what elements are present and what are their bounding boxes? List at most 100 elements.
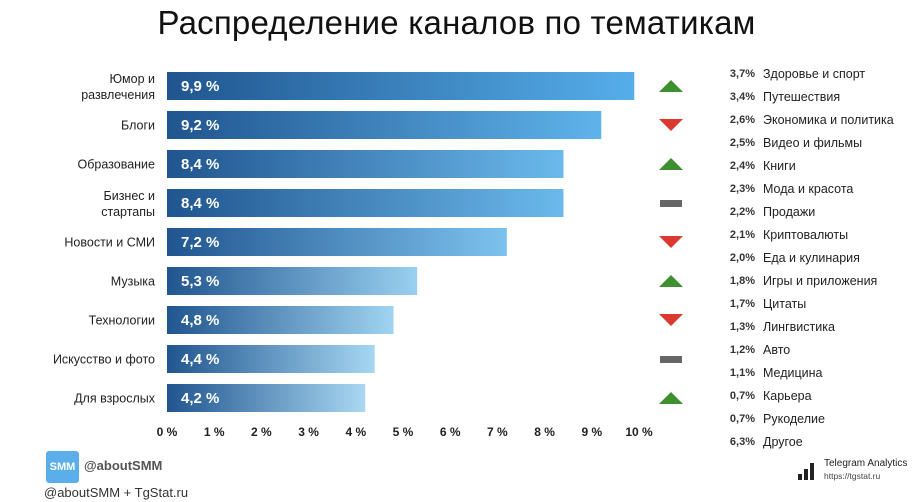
x-tick-label: 9 %	[581, 425, 602, 439]
bar-value-label: 5,3 %	[181, 273, 219, 290]
other-topic-item: 1,7% Цитаты	[700, 294, 910, 314]
bar-value-label: 8,4 %	[181, 156, 219, 173]
other-topic-value: 1,3%	[729, 321, 755, 333]
category-label: стартапы	[101, 205, 155, 219]
category-label: Блоги	[121, 119, 155, 133]
bar	[167, 384, 366, 412]
other-topic-item: 6,3% Другое	[700, 432, 910, 452]
bar-value-label: 8,4 %	[181, 195, 219, 212]
category-label: Технологии	[89, 314, 155, 328]
other-topic-item: 2,6% Экономика и политика	[700, 110, 910, 130]
trend-up-icon	[659, 80, 683, 92]
x-tick-label: 7 %	[487, 425, 508, 439]
other-topic-name: Продажи	[763, 205, 816, 219]
other-topic-item: 2,1% Криптовалюты	[700, 225, 910, 245]
bar	[167, 228, 507, 256]
trend-up-icon	[659, 392, 683, 404]
other-topic-item: 3,4% Путешествия	[700, 87, 910, 107]
x-tick-label: 0 %	[157, 425, 178, 439]
other-topic-name: Мода и красота	[763, 182, 854, 196]
other-topic-item: 2,3% Мода и красота	[700, 179, 910, 199]
other-topic-value: 3,4%	[729, 91, 755, 103]
bar-value-label: 4,2 %	[181, 390, 219, 407]
category-label: Юмор и	[110, 72, 155, 86]
bar-value-label: 7,2 %	[181, 234, 219, 251]
analytics-name: Telegram Analytics	[824, 458, 908, 469]
other-topic-item: 0,7% Рукоделие	[700, 409, 910, 429]
other-topic-item: 1,2% Авто	[700, 340, 910, 360]
x-tick-label: 10 %	[625, 425, 653, 439]
other-topic-name: Путешествия	[763, 90, 841, 104]
other-topic-name: Рукоделие	[763, 412, 825, 426]
source-note: @aboutSMM + TgStat.ru	[44, 485, 189, 500]
category-label: Образование	[78, 158, 156, 172]
bar	[167, 189, 564, 217]
other-topic-value: 2,3%	[729, 183, 755, 195]
other-topic-value: 1,2%	[729, 344, 755, 356]
bar	[167, 267, 418, 295]
trend-up-icon	[659, 275, 683, 287]
other-topic-value: 1,7%	[729, 298, 755, 310]
trend-down-icon	[659, 314, 683, 326]
other-topic-item: 2,2% Продажи	[700, 202, 910, 222]
smm-logo: SMM	[46, 451, 79, 483]
bar-value-label: 9,9 %	[181, 78, 219, 95]
other-topic-value: 2,6%	[729, 114, 755, 126]
bar	[167, 72, 635, 100]
other-topic-name: Еда и кулинария	[763, 251, 860, 265]
category-label: Искусство и фото	[53, 353, 155, 367]
trend-flat-icon	[660, 356, 682, 363]
other-topic-value: 1,8%	[729, 275, 755, 287]
other-topic-value: 0,7%	[729, 413, 755, 425]
bar-value-label: 9,2 %	[181, 117, 219, 134]
other-topic-value: 2,2%	[729, 206, 755, 218]
x-tick-label: 6 %	[440, 425, 461, 439]
other-topic-item: 2,4% Книги	[700, 156, 910, 176]
other-topic-name: Здоровье и спорт	[763, 67, 866, 81]
category-label: развлечения	[81, 88, 155, 102]
other-topic-item: 3,7% Здоровье и спорт	[700, 64, 910, 84]
x-tick-label: 5 %	[393, 425, 414, 439]
other-topic-item: 1,8% Игры и приложения	[700, 271, 910, 291]
other-topic-name: Криптовалюты	[763, 228, 849, 242]
other-topic-name: Другое	[763, 435, 803, 449]
other-topic-value: 0,7%	[729, 390, 755, 402]
x-tick-label: 2 %	[251, 425, 272, 439]
trend-down-icon	[659, 119, 683, 131]
trend-up-icon	[659, 158, 683, 170]
other-topic-name: Медицина	[763, 366, 823, 380]
other-topic-value: 2,1%	[729, 229, 755, 241]
category-label: Для взрослых	[74, 392, 156, 406]
bar-value-label: 4,8 %	[181, 312, 219, 329]
category-label: Новости и СМИ	[64, 236, 155, 250]
bar	[167, 306, 394, 334]
analytics-url: https://tgstat.ru	[824, 471, 881, 481]
trend-flat-icon	[660, 200, 682, 207]
bar-value-label: 4,4 %	[181, 351, 219, 368]
other-topic-item: 2,5% Видео и фильмы	[700, 133, 910, 153]
x-tick-label: 3 %	[298, 425, 319, 439]
category-label: Музыка	[111, 275, 155, 289]
other-topic-value: 2,5%	[729, 137, 755, 149]
other-topic-item: 0,7% Карьера	[700, 386, 910, 406]
x-tick-label: 8 %	[534, 425, 555, 439]
other-topic-name: Видео и фильмы	[763, 136, 863, 150]
x-tick-label: 4 %	[345, 425, 366, 439]
other-topic-item: 1,3% Лингвистика	[700, 317, 910, 337]
other-topic-value: 6,3%	[729, 436, 755, 448]
other-topic-name: Лингвистика	[763, 320, 835, 334]
other-topic-value: 3,7%	[729, 68, 755, 80]
other-topic-name: Экономика и политика	[763, 113, 894, 127]
other-topic-item: 2,0% Еда и кулинария	[700, 248, 910, 268]
other-topic-name: Карьера	[763, 389, 812, 403]
x-tick-label: 1 %	[204, 425, 225, 439]
other-topic-value: 2,0%	[729, 252, 755, 264]
bar-chart: 9,9 % Юмор и развлечения 9,2 % Блоги 8,4 % Обр…	[53, 72, 683, 439]
other-topic-value: 1,1%	[729, 367, 755, 379]
category-label: Бизнес и	[104, 189, 155, 203]
other-topic-name: Авто	[763, 343, 791, 357]
other-topic-value: 2,4%	[729, 160, 755, 172]
brand-handle: @aboutSMM	[84, 458, 163, 473]
bar	[167, 150, 564, 178]
bar	[167, 345, 375, 373]
